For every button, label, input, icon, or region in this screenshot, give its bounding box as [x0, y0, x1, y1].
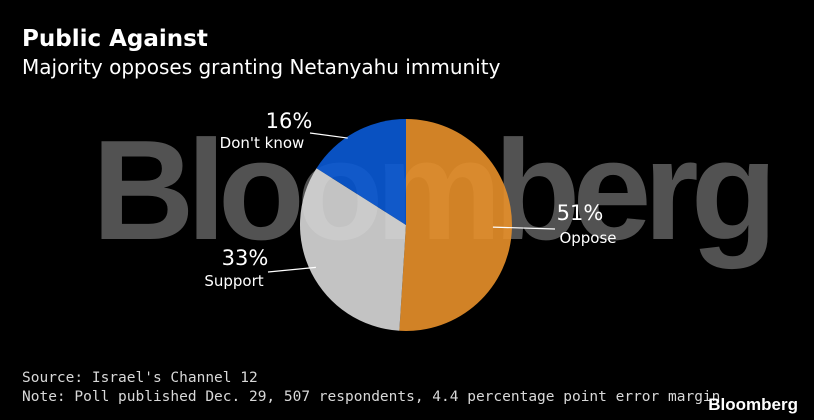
slice-category-label: Don't know	[220, 134, 305, 152]
slice-value-label: 33%	[222, 246, 269, 270]
pie-slice-support	[300, 168, 406, 331]
slice-value-label: 51%	[557, 201, 604, 225]
pie-slices	[300, 119, 513, 332]
pie-slice-don-t-know	[316, 119, 406, 225]
bloomberg-logo: Bloomberg	[708, 395, 798, 414]
source-note: Source: Israel's Channel 12	[22, 370, 258, 386]
slice-category-label: Support	[204, 272, 263, 290]
chart-subtitle: Majority opposes granting Netanyahu immu…	[22, 55, 501, 79]
slice-value-label: 16%	[266, 109, 313, 133]
footnote: Note: Poll published Dec. 29, 507 respon…	[22, 389, 721, 405]
leader-line	[267, 266, 316, 273]
slice-category-label: Oppose	[559, 229, 616, 247]
chart-title: Public Against	[22, 26, 208, 52]
pie-labels: 51% Oppose 33% Support 16%Don't know	[204, 109, 616, 290]
leader-line	[309, 132, 348, 139]
pie-slice-oppose	[399, 119, 513, 332]
leader-line	[492, 226, 556, 230]
